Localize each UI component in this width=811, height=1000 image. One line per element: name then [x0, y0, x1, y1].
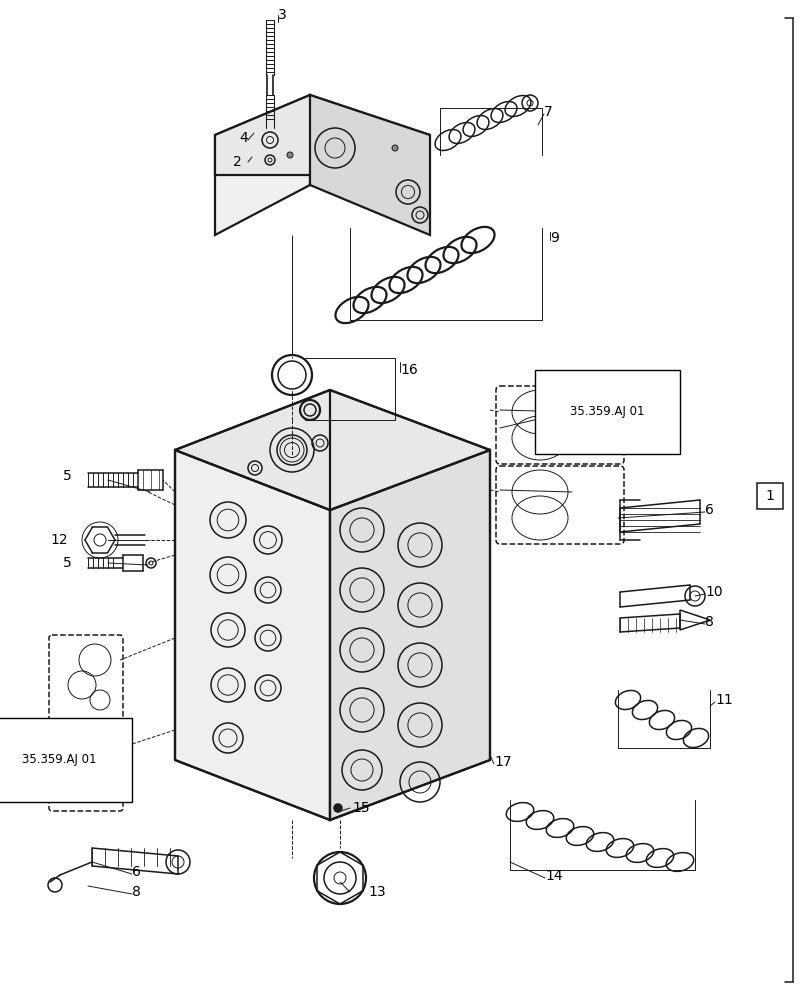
Polygon shape	[310, 95, 430, 235]
Text: 14: 14	[544, 869, 562, 883]
Text: 5: 5	[63, 556, 72, 570]
Text: 11: 11	[714, 693, 732, 707]
Text: 13: 13	[367, 885, 385, 899]
Circle shape	[333, 804, 341, 812]
Text: 4: 4	[239, 131, 247, 145]
Polygon shape	[329, 450, 489, 820]
Text: 35.359.AJ 01: 35.359.AJ 01	[569, 406, 644, 418]
Bar	[756, 483, 782, 509]
Text: 7: 7	[543, 105, 552, 119]
Text: 17: 17	[493, 755, 511, 769]
Text: 16: 16	[400, 363, 417, 377]
Text: 12: 12	[50, 533, 68, 547]
Text: 3: 3	[277, 8, 286, 22]
Text: 9: 9	[549, 231, 558, 245]
Polygon shape	[215, 95, 430, 175]
Circle shape	[286, 152, 293, 158]
Text: 8: 8	[132, 885, 140, 899]
Text: 8: 8	[704, 615, 713, 629]
Polygon shape	[175, 450, 329, 820]
Text: 1: 1	[765, 489, 774, 503]
Circle shape	[392, 145, 397, 151]
Polygon shape	[175, 390, 489, 510]
Text: 15: 15	[351, 801, 369, 815]
Text: 2: 2	[233, 155, 242, 169]
Text: 6: 6	[704, 503, 713, 517]
Text: 10: 10	[704, 585, 722, 599]
Text: 5: 5	[63, 469, 72, 483]
Text: 6: 6	[132, 865, 140, 879]
Polygon shape	[215, 95, 310, 235]
Text: 35.359.AJ 01: 35.359.AJ 01	[22, 754, 97, 766]
